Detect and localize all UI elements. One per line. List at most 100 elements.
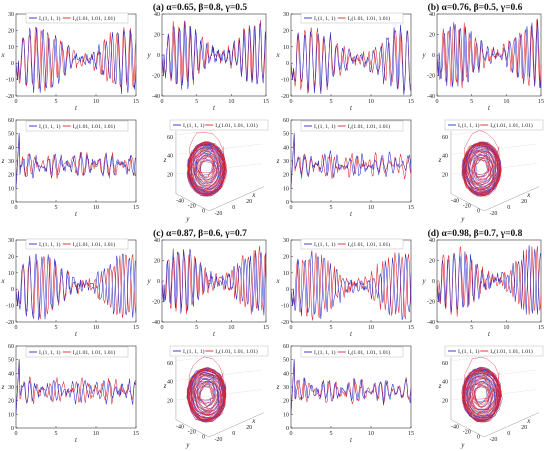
legend-label-i2: I₂(1.01, 1.01, 1.01) <box>73 349 116 356</box>
y-tick-label: 40 <box>283 145 289 151</box>
x-axis-label: t <box>75 436 78 444</box>
legend-box <box>444 119 544 131</box>
y-tick-label: -20 <box>463 204 471 210</box>
x-tick-label: 0 <box>290 431 293 437</box>
y-tick-label: 0 <box>432 279 435 285</box>
z-tick-label: 20 <box>442 398 448 404</box>
x-tick-label: 10 <box>503 325 509 331</box>
series-line-i2 <box>290 359 412 415</box>
y-tick-label: 10 <box>283 186 289 192</box>
series-line-i2 <box>15 27 137 92</box>
y-tick-label: 40 <box>8 371 14 377</box>
z-tick-label: 60 <box>442 135 448 141</box>
x-axis <box>208 412 265 438</box>
y-tick-label: 50 <box>8 132 14 138</box>
z-tick-label: 40 <box>167 154 173 160</box>
y-axis <box>175 419 210 438</box>
y-axis-label: x <box>0 51 5 59</box>
x-tick-label: 0 <box>161 325 164 331</box>
x-tick-label: 15 <box>538 99 544 105</box>
y-tick-label: 10 <box>8 271 14 277</box>
z-tick-label: 40 <box>442 154 448 160</box>
y-tick-label: 0 <box>11 61 14 67</box>
y-axis-label: y <box>146 51 151 59</box>
x-tick-label: 10 <box>368 431 374 437</box>
legend-label-i2: I₂(1.01, 1.01, 1.01) <box>73 15 116 22</box>
x-tick-label: -20 <box>489 437 497 443</box>
legend-box <box>25 120 129 132</box>
x-axis-label: t <box>350 104 353 112</box>
y-tick-label: -20 <box>281 320 289 326</box>
x-tick-label: 10 <box>368 99 374 105</box>
x-tick-label: 15 <box>408 431 414 437</box>
legend-label-i1: I₁(1, 1, 1) <box>458 122 480 129</box>
y-tick-label: 20 <box>8 173 14 179</box>
x-tick-label: 15 <box>538 325 544 331</box>
y-tick-label: 0 <box>157 279 160 285</box>
attractor-i2 <box>461 129 502 197</box>
series-line-i1 <box>15 359 137 415</box>
grid-line <box>175 163 263 175</box>
y-axis-label: y <box>146 277 151 285</box>
y-axis-label: x <box>0 277 5 285</box>
x-tick-label: 5 <box>195 325 198 331</box>
x-tick-label: 5 <box>55 205 58 211</box>
x-tick-label: 15 <box>263 99 269 105</box>
group-title: (d) α=0.98, β=0.7, γ=0.8 <box>428 228 523 239</box>
y-tick-label: -20 <box>427 74 435 80</box>
legend-box <box>25 12 129 24</box>
x-tick-label: 20 <box>521 199 527 205</box>
x-axis-label: t <box>213 104 216 112</box>
y-axis-label: y <box>460 215 465 223</box>
legend-box <box>300 238 404 250</box>
legend-box <box>300 12 404 24</box>
x-axis-label: t <box>213 330 216 338</box>
series-line-i2 <box>290 133 412 189</box>
y-tick-label: 20 <box>283 254 289 260</box>
group-title: (b) α=0.76, β=0.5, γ=0.6 <box>428 2 523 13</box>
y-axis <box>450 193 485 212</box>
legend-box <box>169 345 269 357</box>
x-axis <box>483 186 540 212</box>
x-axis-label: x <box>251 191 256 199</box>
y-tick-label: 20 <box>283 399 289 405</box>
y-tick-label: 0 <box>286 200 289 206</box>
plot-frame <box>290 345 412 429</box>
y-tick-label: 0 <box>11 426 14 432</box>
y-tick-label: -20 <box>188 430 196 436</box>
x-tick-label: 5 <box>55 99 58 105</box>
z-tick-label: 60 <box>442 361 448 367</box>
y-tick-label: 30 <box>283 159 289 165</box>
legend-label-i2: I₂(1.01, 1.01, 1.01) <box>490 122 533 129</box>
y-tick-label: -40 <box>451 425 459 431</box>
series-line-i1 <box>15 27 137 95</box>
y-tick-label: 0 <box>286 287 289 293</box>
x-axis-label: t <box>75 330 78 338</box>
x-tick-label: 0 <box>232 431 235 437</box>
legend-label-i1: I₁(1, 1, 1) <box>39 15 61 22</box>
x-tick-label: 15 <box>133 325 139 331</box>
y-tick-label: 0 <box>477 209 480 215</box>
x-tick-label: 0 <box>290 205 293 211</box>
legend-box <box>300 120 404 132</box>
x-tick-label: 5 <box>55 325 58 331</box>
y-tick-label: 30 <box>8 238 14 244</box>
y-tick-label: 10 <box>8 45 14 51</box>
group-title: (a) α=0.65, β=0.8, γ=0.5 <box>153 2 248 13</box>
y-tick-label: -20 <box>152 74 160 80</box>
y-tick-label: -40 <box>427 94 435 100</box>
series-line-i2 <box>15 359 137 415</box>
series-line-i1 <box>436 18 542 88</box>
y-tick-label: 0 <box>432 53 435 59</box>
series-line-i2 <box>290 252 412 321</box>
legend-label-i1: I₁(1, 1, 1) <box>314 241 336 248</box>
legend-label-i2: I₂(1.01, 1.01, 1.01) <box>73 123 116 130</box>
x-axis-label: x <box>526 191 531 199</box>
y-tick-label: 40 <box>154 238 160 244</box>
x-tick-label: -20 <box>489 211 497 217</box>
x-tick-label: 10 <box>93 205 99 211</box>
x-tick-label: 5 <box>195 99 198 105</box>
z-tick-label: 20 <box>167 398 173 404</box>
x-axis <box>483 412 540 438</box>
